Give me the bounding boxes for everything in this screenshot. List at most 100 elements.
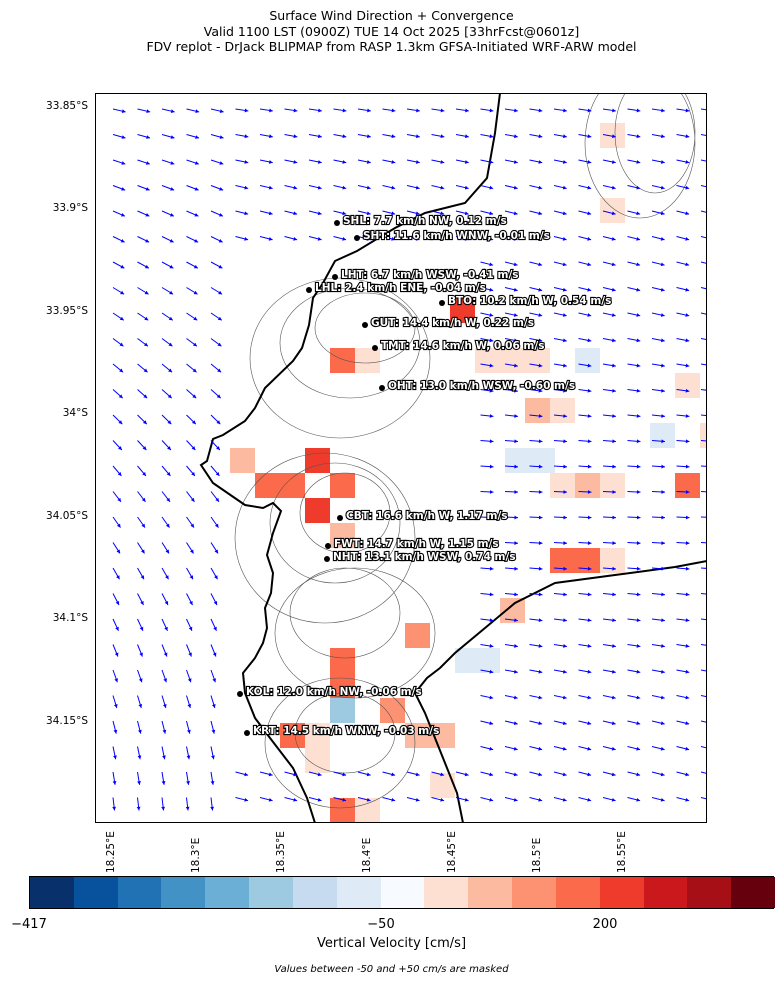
wind-arrowhead bbox=[146, 135, 151, 139]
wind-arrowhead bbox=[187, 704, 192, 708]
wind-arrowhead bbox=[210, 806, 215, 811]
colorbar-tick-min: −417 bbox=[11, 917, 47, 932]
wind-arrowhead bbox=[612, 464, 616, 469]
station-label: CBT: 16.6 km/h W, 1.17 m/s bbox=[346, 510, 508, 522]
wind-arrowhead bbox=[440, 772, 445, 777]
wind-arrowhead bbox=[415, 772, 420, 777]
velocity-cell bbox=[305, 498, 330, 523]
wind-arrowhead bbox=[611, 721, 616, 726]
wind-arrowhead bbox=[660, 338, 665, 343]
velocity-cell bbox=[600, 473, 625, 498]
wind-arrowhead bbox=[587, 236, 592, 241]
velocity-cell bbox=[330, 523, 355, 548]
wind-arrowhead bbox=[489, 490, 494, 494]
wind-arrowhead bbox=[366, 185, 371, 190]
wind-arrowhead bbox=[114, 678, 118, 683]
wind-arrowhead bbox=[187, 678, 192, 683]
wind-arrowhead bbox=[685, 490, 690, 494]
wind-arrowhead bbox=[612, 108, 616, 113]
lon-tick-label: 18.45°E bbox=[446, 831, 458, 873]
wind-arrow bbox=[700, 108, 707, 111]
map-panel: SHL: 7.7 km/h NW, 0.12 m/s SHT: 11.6 km/h… bbox=[95, 93, 707, 823]
velocity-cell bbox=[525, 398, 550, 423]
wind-arrowhead bbox=[440, 108, 445, 113]
wind-arrowhead bbox=[164, 626, 168, 631]
wind-arrowhead bbox=[489, 338, 494, 343]
lat-tick-label: 34.05°S bbox=[46, 510, 88, 522]
wind-arrowhead bbox=[587, 211, 592, 216]
velocity-cell bbox=[355, 348, 380, 373]
wind-arrow bbox=[700, 771, 707, 775]
wind-arrowhead bbox=[115, 601, 120, 606]
velocity-cell bbox=[305, 748, 330, 773]
wind-arrowhead bbox=[269, 108, 273, 113]
wind-arrowhead bbox=[366, 797, 371, 802]
wind-arrowhead bbox=[685, 211, 690, 216]
wind-arrowhead bbox=[139, 652, 143, 657]
wind-arrowhead bbox=[514, 566, 518, 571]
wind-arrowhead bbox=[138, 678, 143, 683]
wind-arrowhead bbox=[142, 471, 146, 476]
wind-arrowhead bbox=[538, 439, 543, 444]
wind-arrowhead bbox=[415, 236, 420, 241]
wind-arrowhead bbox=[212, 678, 216, 683]
wind-arrowhead bbox=[119, 342, 124, 347]
wind-arrowhead bbox=[636, 566, 641, 571]
wind-arrowhead bbox=[636, 515, 641, 520]
wind-arrowhead bbox=[611, 338, 616, 343]
wind-arrowhead bbox=[514, 490, 518, 494]
wind-arrowhead bbox=[169, 264, 174, 269]
wind-arrowhead bbox=[194, 187, 199, 191]
wind-arrowhead bbox=[587, 313, 592, 317]
wind-arrowhead bbox=[660, 287, 665, 292]
wind-arrowhead bbox=[611, 669, 616, 674]
station-label: LHL: 2.4 km/h ENE, -0.04 m/s bbox=[315, 282, 486, 294]
wind-arrowhead bbox=[167, 446, 171, 450]
wind-arrowhead bbox=[440, 236, 445, 241]
wind-arrowhead bbox=[661, 592, 665, 597]
wind-arrowhead bbox=[611, 797, 616, 802]
contour-line bbox=[269, 462, 401, 584]
wind-arrowhead bbox=[514, 388, 518, 393]
velocity-cell bbox=[330, 798, 355, 823]
wind-arrowhead bbox=[636, 721, 641, 726]
wind-arrowhead bbox=[167, 394, 172, 399]
wind-arrow bbox=[700, 134, 707, 137]
wind-arrowhead bbox=[144, 316, 149, 321]
wind-arrowhead bbox=[661, 439, 665, 444]
wind-arrowhead bbox=[660, 313, 665, 317]
wind-arrowhead bbox=[661, 464, 665, 469]
wind-arrowhead bbox=[538, 464, 543, 469]
wind-arrowhead bbox=[121, 109, 126, 114]
wind-arrowhead bbox=[538, 566, 543, 571]
wind-arrowhead bbox=[318, 108, 322, 113]
wind-arrowhead bbox=[142, 420, 147, 425]
wind-arrowhead bbox=[514, 592, 518, 597]
wind-arrowhead bbox=[138, 729, 142, 734]
wind-arrow bbox=[700, 746, 707, 749]
velocity-cell bbox=[255, 473, 280, 498]
velocity-cell bbox=[650, 423, 675, 448]
wind-arrowhead bbox=[489, 797, 494, 802]
wind-arrowhead bbox=[141, 549, 145, 554]
wind-arrowhead bbox=[563, 414, 567, 418]
wind-arrowhead bbox=[538, 695, 543, 700]
wind-arrowhead bbox=[145, 161, 150, 165]
station-label: LHT: 6.7 km/h WSW, -0.41 m/s bbox=[341, 269, 519, 281]
wind-arrowhead bbox=[685, 772, 690, 777]
colorbar-segment bbox=[555, 877, 601, 908]
colorbar-tick-mid: −50 bbox=[367, 917, 395, 932]
wind-arrowhead bbox=[415, 211, 420, 216]
station-marker bbox=[332, 274, 338, 280]
lon-tick-label: 18.25°E bbox=[105, 831, 117, 873]
wind-arrowhead bbox=[244, 134, 249, 139]
wind-arrowhead bbox=[562, 797, 567, 802]
wind-arrowhead bbox=[141, 523, 146, 528]
wind-arrowhead bbox=[636, 490, 641, 494]
wind-arrowhead bbox=[440, 134, 445, 139]
wind-arrowhead bbox=[660, 721, 665, 726]
velocity-cell bbox=[675, 373, 700, 398]
wind-arrowhead bbox=[170, 187, 175, 191]
velocity-cell bbox=[505, 448, 530, 473]
weather-stations: SHL: 7.7 km/h NW, 0.12 m/s SHT: 11.6 km/h… bbox=[237, 214, 612, 738]
